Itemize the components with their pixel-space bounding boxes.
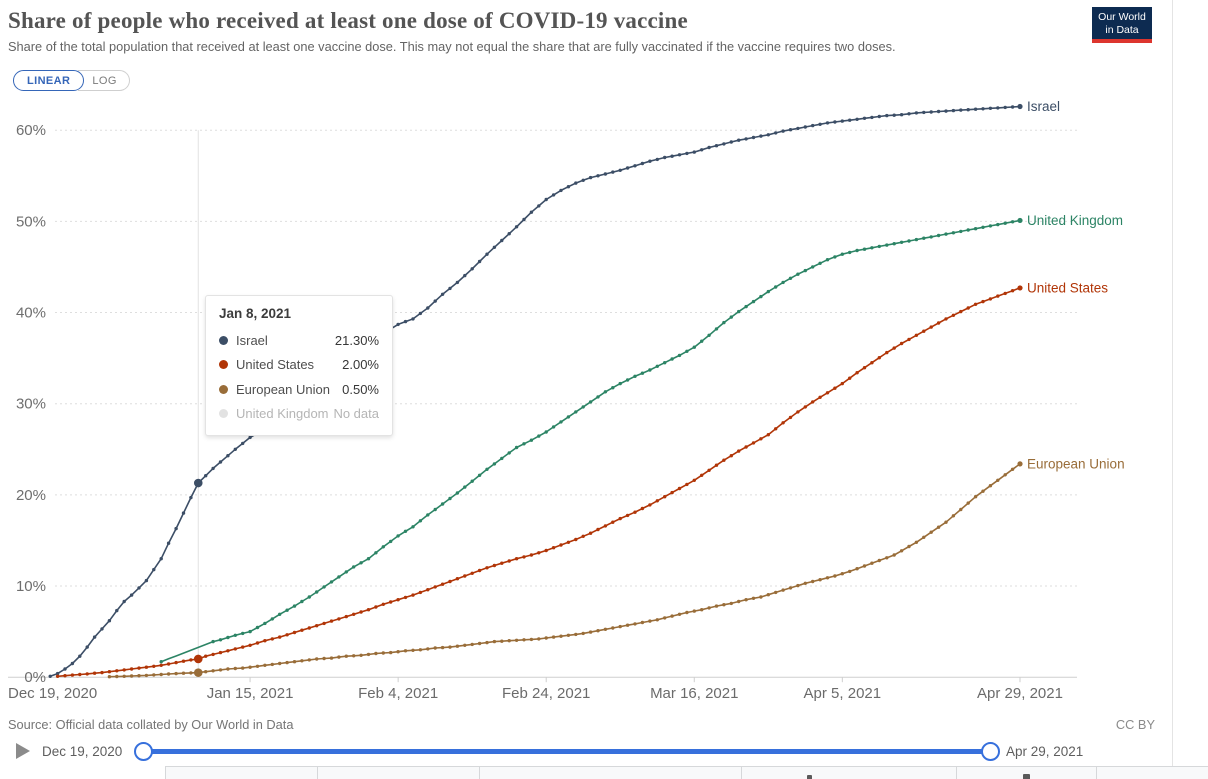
table-column-border	[165, 767, 166, 779]
timeline-start-handle[interactable]	[134, 742, 153, 761]
tooltip-row: United Kingdom No data	[219, 402, 379, 427]
svg-text:Jan 15, 2021: Jan 15, 2021	[207, 685, 294, 702]
series-color-dot	[219, 409, 228, 419]
tooltip-series-name: United Kingdom	[236, 406, 329, 422]
svg-text:30%: 30%	[16, 396, 46, 413]
timeline-end-handle[interactable]	[981, 742, 1000, 761]
y-gridlines	[8, 129, 1077, 678]
x-axis-labels: Dec 19, 2020 Jan 15, 2021 Feb 4, 2021 Feb 2…	[8, 677, 1063, 702]
data-table-header-strip[interactable]	[165, 766, 1208, 779]
svg-text:Feb 4, 2021: Feb 4, 2021	[358, 685, 438, 702]
svg-text:Feb 24, 2021: Feb 24, 2021	[502, 685, 590, 702]
svg-text:40%: 40%	[16, 305, 46, 322]
series-united-kingdom[interactable]: United Kingdom	[159, 213, 1124, 664]
svg-text:Mar 16, 2021: Mar 16, 2021	[650, 685, 738, 702]
play-icon[interactable]	[16, 743, 30, 759]
series-color-dot	[219, 384, 228, 394]
chart-subtitle: Share of the total population that recei…	[8, 39, 896, 54]
svg-text:60%: 60%	[16, 122, 46, 139]
series-end-label[interactable]: United States	[1027, 280, 1108, 295]
card-right-border	[1172, 0, 1173, 779]
table-header-glyph-fragment	[1023, 774, 1030, 779]
owid-logo-line2: in Data	[1105, 24, 1139, 36]
series-color-dot	[219, 335, 228, 345]
license-link[interactable]: CC BY	[1115, 717, 1155, 732]
series-end-label[interactable]: Israel	[1027, 99, 1060, 114]
tooltip-series-value: 2.00%	[342, 357, 379, 373]
table-column-border	[1096, 767, 1097, 779]
timeline-track[interactable]	[143, 749, 991, 754]
tooltip-series-value: 0.50%	[342, 381, 379, 397]
hover-dots	[193, 478, 203, 677]
tooltip-series-name: European Union	[236, 381, 330, 397]
tooltip-row: European Union 0.50%	[219, 377, 379, 402]
tooltip-series-name: Israel	[236, 332, 268, 348]
svg-text:Apr 29, 2021: Apr 29, 2021	[977, 685, 1063, 702]
timeline-start-date[interactable]: Dec 19, 2020	[42, 744, 123, 759]
table-column-border	[741, 767, 742, 779]
scale-toggle: LINEAR LOG	[13, 70, 130, 91]
linear-scale-button[interactable]: LINEAR	[13, 70, 85, 91]
tooltip-series-value: No data	[333, 406, 379, 422]
table-column-border	[317, 767, 318, 779]
tooltip-series-value: 21.30%	[334, 332, 379, 348]
svg-text:Dec 19, 2020: Dec 19, 2020	[8, 685, 97, 702]
svg-text:50%: 50%	[16, 213, 46, 230]
hover-tooltip: Jan 8, 2021 Israel 21.30% United States 2.0…	[205, 295, 393, 436]
svg-text:10%: 10%	[16, 578, 46, 595]
series-israel[interactable]: Israel	[48, 99, 1061, 678]
page-title: Share of people who received at least on…	[8, 8, 688, 33]
series-united-states[interactable]: United States	[55, 280, 1108, 678]
log-scale-button[interactable]: LOG	[78, 70, 130, 91]
y-axis-labels: 0% 10% 20% 30% 40% 50% 60%	[16, 122, 46, 686]
owid-logo-line1: Our World	[1098, 11, 1146, 23]
tooltip-row: Israel 21.30%	[219, 328, 379, 353]
timeline-end-date[interactable]: Apr 29, 2021	[1006, 744, 1084, 759]
line-chart-canvas[interactable]: 0% 10% 20% 30% 40% 50% 60% Dec 19, 2020 Jan 15, …	[0, 0, 1208, 712]
series-color-dot	[219, 360, 228, 370]
tooltip-date: Jan 8, 2021	[219, 306, 292, 321]
svg-text:20%: 20%	[16, 487, 46, 504]
series-european-union[interactable]: European Union	[107, 456, 1125, 679]
table-header-glyph-fragment	[807, 775, 812, 779]
series-end-label[interactable]: European Union	[1027, 456, 1125, 471]
source-note: Source: Official data collated by Our Wo…	[8, 717, 294, 732]
tooltip-series-name: United States	[236, 357, 315, 373]
svg-text:Apr 5, 2021: Apr 5, 2021	[804, 685, 882, 702]
series-end-label[interactable]: United Kingdom	[1027, 213, 1123, 228]
tooltip-row: United States 2.00%	[219, 353, 379, 378]
table-column-border	[956, 767, 957, 779]
tooltip-rows: Israel 21.30% United States 2.00% European U…	[219, 328, 379, 426]
table-column-border	[479, 767, 480, 779]
svg-text:0%: 0%	[24, 669, 46, 686]
owid-logo[interactable]: Our World in Data	[1092, 7, 1152, 43]
